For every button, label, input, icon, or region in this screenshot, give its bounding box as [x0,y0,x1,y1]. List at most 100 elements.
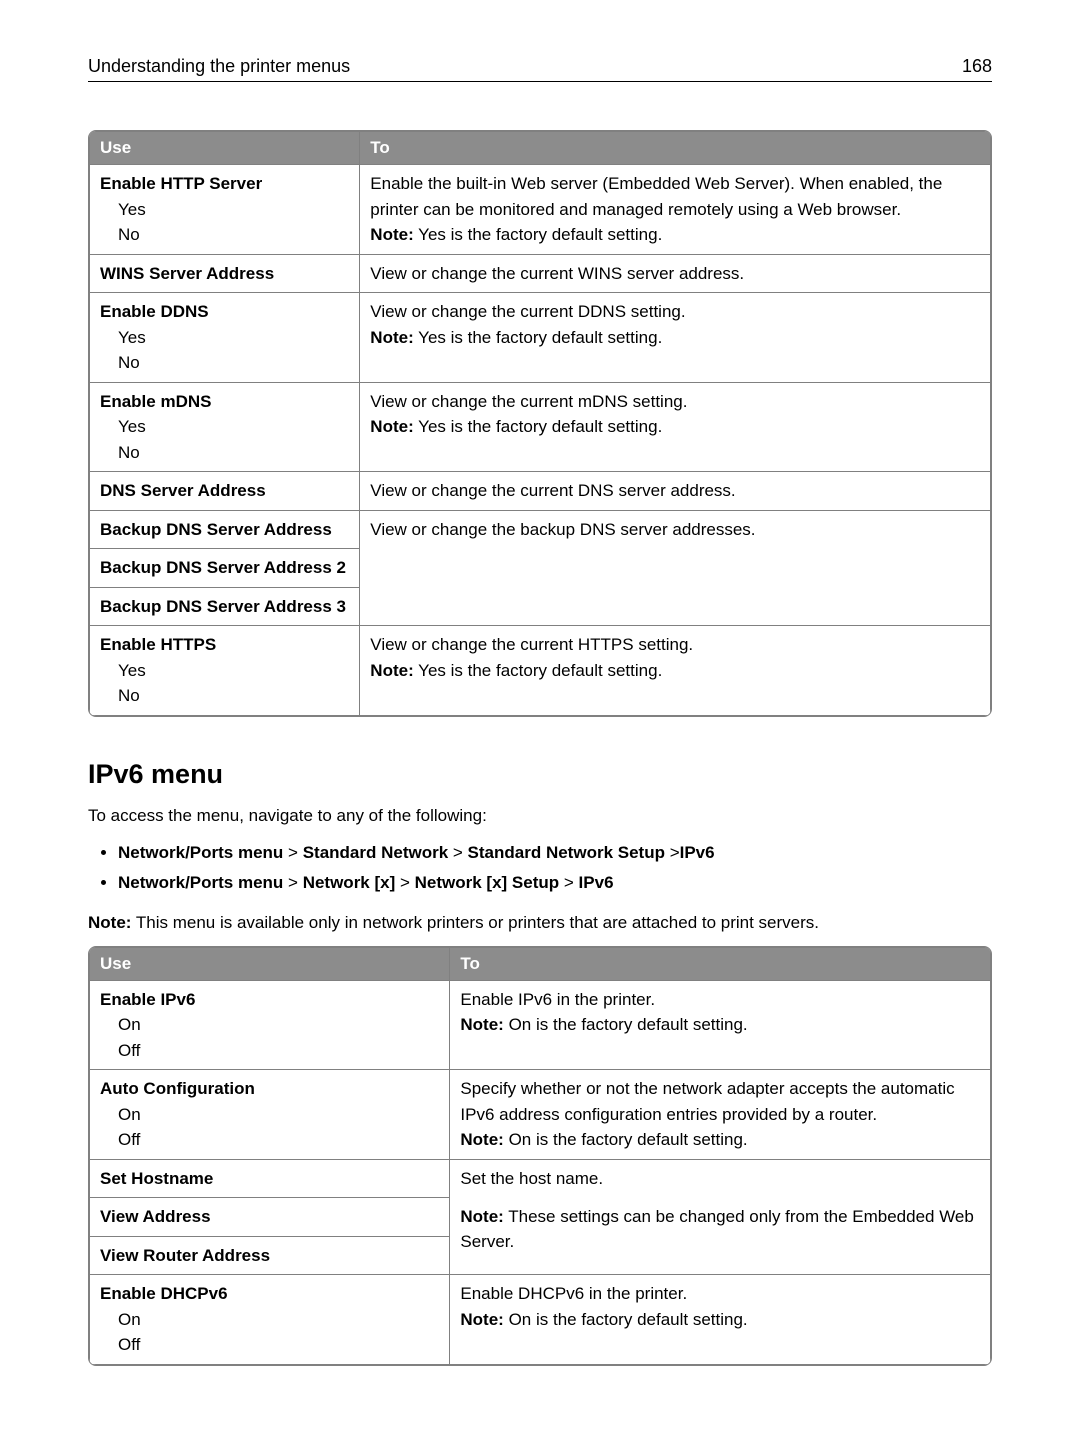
use-cell: Enable DHCPv6OnOff [90,1275,450,1365]
use-options: OnOff [100,1102,439,1153]
table-row: View AddressNote: These settings can be … [90,1198,991,1237]
use-title: View Router Address [100,1243,439,1269]
page: Understanding the printer menus 168 Use … [0,0,1080,1446]
col-use: Use [90,947,450,980]
use-title: Enable DDNS [100,299,349,325]
table-row: WINS Server AddressView or change the cu… [90,254,991,293]
to-line: Enable IPv6 in the printer. [460,987,980,1013]
use-title: WINS Server Address [100,261,349,287]
use-options: OnOff [100,1307,439,1358]
table-row: Set HostnameSet the host name. [90,1159,991,1198]
use-cell: View Address [90,1198,450,1237]
table-row: Enable DDNSYesNoView or change the curre… [90,293,991,383]
to-line: Enable DHCPv6 in the printer. [460,1281,980,1307]
table-row: DNS Server Address View or change the cur… [90,472,991,511]
note-label: Note: [370,328,413,347]
table-row: Auto ConfigurationOnOffSpecify whether o… [90,1070,991,1160]
use-cell: Backup DNS Server Address 3 [90,587,360,626]
use-cell: Enable DDNSYesNo [90,293,360,383]
use-option: No [118,222,349,248]
use-cell: DNS Server Address [90,472,360,511]
header-title: Understanding the printer menus [88,56,350,77]
note-text: This menu is available only in network p… [131,913,819,932]
note-text: On is the factory default setting. [504,1130,748,1149]
section-intro: To access the menu, navigate to any of t… [88,804,992,829]
use-cell: Backup DNS Server Address 2 [90,549,360,588]
use-title: Enable HTTP Server [100,171,349,197]
note-label: Note: [460,1207,503,1226]
to-line: Specify whether or not the network adapt… [460,1076,980,1127]
note-label: Note: [370,661,413,680]
to-cell: Set the host name. [450,1159,991,1198]
table-row: Enable HTTPSYesNoView or change the curr… [90,626,991,716]
table-header-row: Use To [90,132,991,165]
note-label: Note: [460,1310,503,1329]
nav-bold: Standard Network Setup [468,843,665,862]
use-title: Backup DNS Server Address [100,517,349,543]
note-label: Note: [370,225,413,244]
to-line: Note: On is the factory default setting. [460,1127,980,1153]
note-text: Yes is the factory default setting. [414,417,663,436]
use-title: Backup DNS Server Address 2 [100,555,349,581]
to-line: Note: Yes is the factory default setting… [370,222,980,248]
use-cell: Enable IPv6OnOff [90,980,450,1070]
note-text: Yes is the factory default setting. [414,328,663,347]
use-option: On [118,1307,439,1333]
nav-bold: Network [x] Setup [415,873,560,892]
nav-sep: > [665,843,680,862]
use-option: Yes [118,414,349,440]
use-options: YesNo [100,658,349,709]
table-header-row: Use To [90,947,991,980]
use-title: Backup DNS Server Address 3 [100,594,349,620]
use-cell: Backup DNS Server Address [90,510,360,549]
table-row: Backup DNS Server AddressView or change … [90,510,991,549]
table-row: Enable DHCPv6OnOffEnable DHCPv6 in the p… [90,1275,991,1365]
use-option: Off [118,1038,439,1064]
to-line: Note: Yes is the factory default setting… [370,325,980,351]
menu-table-2: Use To Enable IPv6OnOffEnable IPv6 in th… [89,947,991,1365]
use-cell: Auto ConfigurationOnOff [90,1070,450,1160]
use-title: Enable IPv6 [100,987,439,1013]
use-option: Off [118,1332,439,1358]
note-label: Note: [460,1130,503,1149]
table-row: Enable IPv6OnOff Enable IPv6 in the print… [90,980,991,1070]
to-cell: View or change the current mDNS setting.… [360,382,991,472]
to-line: Note: Yes is the factory default setting… [370,414,980,440]
nav-bold: IPv6 [680,843,715,862]
to-cell: Enable the built-in Web server (Embedded… [360,165,991,255]
use-option: Yes [118,197,349,223]
use-option: Yes [118,325,349,351]
to-line: Note: On is the factory default setting. [460,1307,980,1333]
col-to: To [450,947,991,980]
use-options: YesNo [100,197,349,248]
to-cell: Note: These settings can be changed only… [450,1198,991,1275]
to-line: Enable the built-in Web server (Embedded… [370,171,980,222]
note-text: Yes is the factory default setting. [414,661,663,680]
use-cell: Set Hostname [90,1159,450,1198]
to-line: View or change the current DDNS setting. [370,299,980,325]
to-cell: View or change the backup DNS server add… [360,510,991,626]
nav-bold: Standard Network [303,843,448,862]
to-cell: Enable DHCPv6 in the printer.Note: On is… [450,1275,991,1365]
table-row: Enable mDNSYesNoView or change the curre… [90,382,991,472]
col-use: Use [90,132,360,165]
nav-bold: Network/Ports menu [118,873,283,892]
to-line: Note: On is the factory default setting. [460,1012,980,1038]
use-cell: Enable mDNSYesNo [90,382,360,472]
use-option: No [118,683,349,709]
to-line: View or change the current DNS server ad… [370,478,980,504]
nav-bold: Network/Ports menu [118,843,283,862]
nav-item: Network/Ports menu > Standard Network > … [118,838,992,868]
use-title: Auto Configuration [100,1076,439,1102]
col-to: To [360,132,991,165]
use-cell: WINS Server Address [90,254,360,293]
to-cell: Specify whether or not the network adapt… [450,1070,991,1160]
use-title: Enable mDNS [100,389,349,415]
to-cell: View or change the current DDNS setting.… [360,293,991,383]
nav-sep: > [559,873,578,892]
note-text: On is the factory default setting. [504,1015,748,1034]
section-note: Note: This menu is available only in net… [88,911,992,936]
use-option: On [118,1102,439,1128]
use-option: Yes [118,658,349,684]
note-label: Note: [88,913,131,932]
